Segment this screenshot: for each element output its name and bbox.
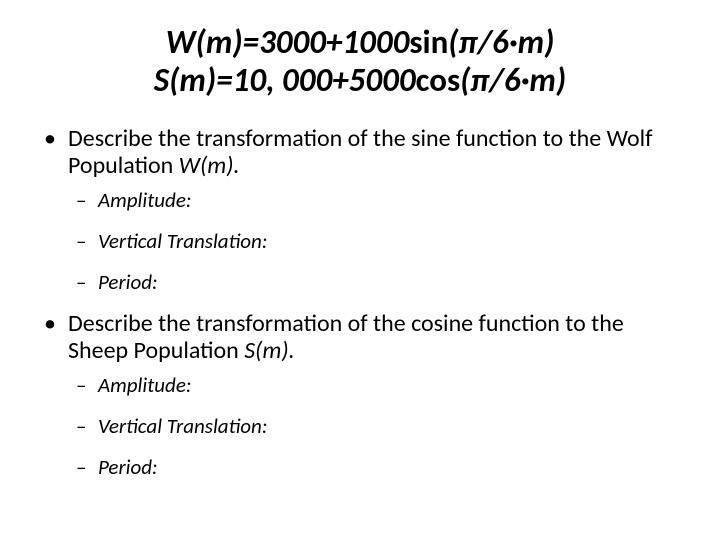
sub-list: Amplitude: Vertical Translation: Period: [68, 188, 680, 296]
sub-item: Period: [98, 270, 680, 295]
title-line2-fn: cos [416, 60, 461, 100]
bullet-text-pre: Describe the transformation of the cosin… [68, 309, 624, 365]
sub-item: Period: [98, 455, 680, 480]
bullet-text-ital: W(m). [179, 151, 240, 180]
title-line1-post: (π/6·m) [448, 22, 554, 62]
slide-title: W(m)=3000+1000sin(π/6·m) S(m)=10, 000+50… [40, 24, 680, 100]
sub-item: Amplitude: [98, 373, 680, 398]
sub-list: Amplitude: Vertical Translation: Period: [68, 373, 680, 481]
title-line1-pre: W(m)=3000+1000 [166, 22, 410, 62]
bullet-list: Describe the transformation of the sine … [40, 126, 680, 481]
bullet-text-ital: S(m). [244, 336, 294, 365]
bullet-item: Describe the transformation of the cosin… [68, 311, 680, 480]
sub-item: Vertical Translation: [98, 229, 680, 254]
bullet-text-pre: Describe the transformation of the sine … [68, 124, 652, 180]
title-line1-fn: sin [409, 22, 448, 62]
title-line2-post: (π/6·m) [460, 60, 566, 100]
sub-item: Amplitude: [98, 188, 680, 213]
sub-item: Vertical Translation: [98, 414, 680, 439]
bullet-item: Describe the transformation of the sine … [68, 126, 680, 295]
title-line2-pre: S(m)=10, 000+5000 [154, 60, 416, 100]
